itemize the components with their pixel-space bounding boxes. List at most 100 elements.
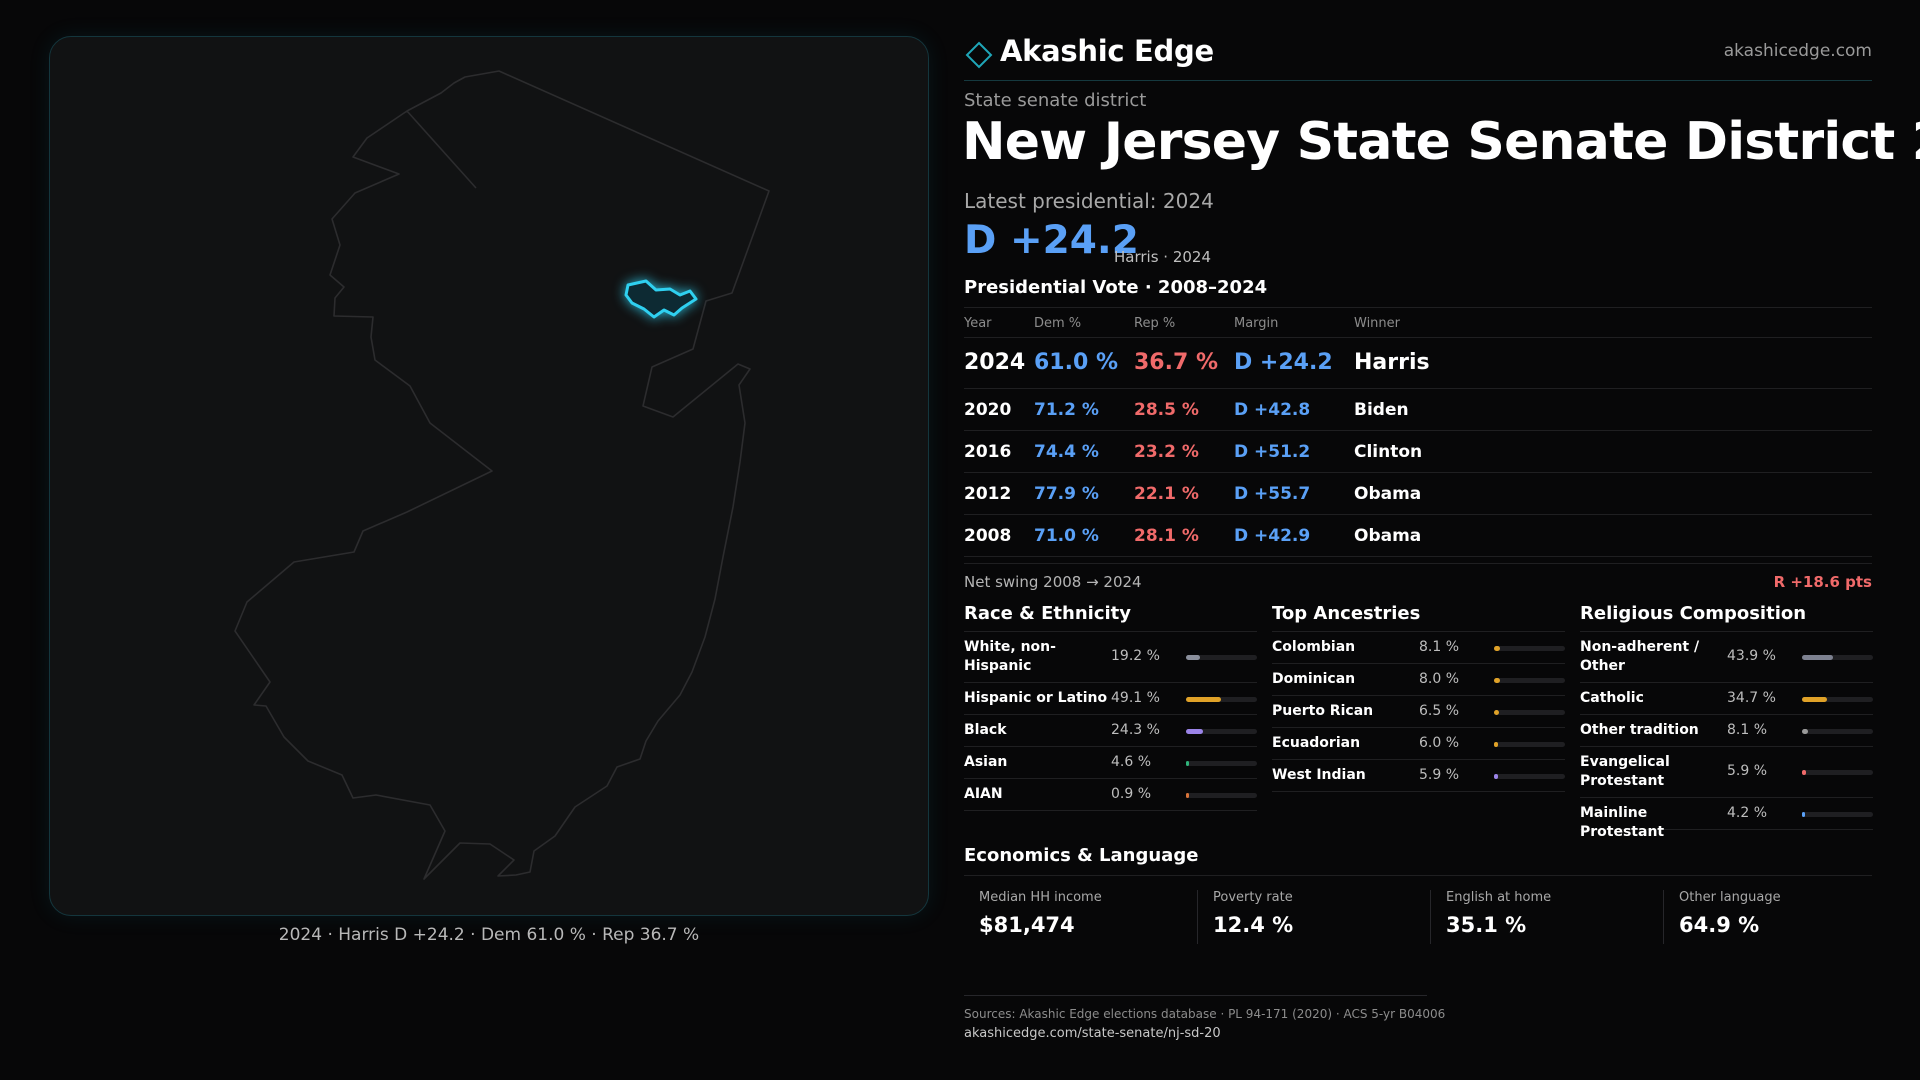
stat-label: English at home: [1446, 890, 1552, 905]
row-year: 2020: [964, 400, 1012, 420]
header-winner: Winner: [1354, 316, 1401, 331]
list-item: Asian 4.6 %: [964, 747, 1257, 779]
percent-bar-fill: [1186, 697, 1221, 702]
list-item: Evangelical Protestant 5.9 %: [1580, 747, 1873, 798]
item-percent: 5.9 %: [1419, 767, 1460, 783]
table-row: 2008 71.0 % 28.1 % D +42.9 Obama: [964, 515, 1872, 557]
row-rep: 23.2 %: [1134, 442, 1199, 462]
table-row: 2012 77.9 % 22.1 % D +55.7 Obama: [964, 473, 1872, 515]
item-label: West Indian: [1272, 767, 1366, 783]
row-margin: D +24.2: [1234, 350, 1333, 375]
percent-bar: [1802, 655, 1873, 660]
list-item: Black 24.3 %: [964, 715, 1257, 747]
list-item: Other tradition 8.1 %: [1580, 715, 1873, 747]
item-label: Mainline Protestant: [1580, 805, 1665, 840]
row-rep: 28.5 %: [1134, 400, 1199, 420]
percent-bar: [1494, 678, 1565, 683]
percent-bar-fill: [1802, 770, 1807, 775]
stat-label: Other language: [1679, 890, 1781, 905]
row-winner: Biden: [1354, 400, 1409, 420]
divider: [964, 563, 1872, 564]
item-percent: 0.9 %: [1111, 786, 1152, 802]
percent-bar: [1186, 793, 1257, 798]
state-outline: [234, 70, 770, 880]
divider: [964, 995, 1427, 996]
item-percent: 43.9 %: [1727, 648, 1776, 664]
table-row: 2020 71.2 % 28.5 % D +42.8 Biden: [964, 389, 1872, 431]
item-label: Puerto Rican: [1272, 703, 1374, 719]
map-caption: 2024 · Harris D +24.2 · Dem 61.0 % · Rep…: [278, 925, 700, 945]
table-header: Year Dem % Rep % Margin Winner: [964, 307, 1872, 338]
percent-bar: [1494, 742, 1565, 747]
item-percent: 8.0 %: [1419, 671, 1460, 687]
brand-name[interactable]: Akashic Edge: [1000, 34, 1214, 68]
map-panel[interactable]: [49, 36, 929, 916]
percent-bar-fill: [1186, 729, 1204, 734]
percent-bar-fill: [1186, 655, 1200, 660]
percent-bar: [1186, 729, 1257, 734]
percent-bar: [1186, 761, 1257, 766]
latest-margin: D +24.2: [964, 218, 1139, 263]
district-highlight[interactable]: [624, 279, 698, 319]
item-label: Hispanic or Latino: [964, 690, 1108, 706]
row-winner: Obama: [1354, 526, 1422, 546]
section-title: Top Ancestries: [1272, 603, 1565, 632]
page-url-link[interactable]: akashicedge.com/state-senate/nj-sd-20: [964, 1026, 1221, 1041]
latest-winner: Harris · 2024: [1114, 248, 1212, 266]
item-percent: 8.1 %: [1727, 722, 1768, 738]
stat-other-language: Other language 64.9 %: [1663, 890, 1781, 944]
item-percent: 6.0 %: [1419, 735, 1460, 751]
list-item: Hispanic or Latino 49.1 %: [964, 683, 1257, 715]
row-margin: D +42.9: [1234, 526, 1311, 546]
district-kind: State senate district: [964, 90, 1147, 111]
item-label: Catholic: [1580, 690, 1644, 706]
stat-poverty-rate: Poverty rate 12.4 %: [1197, 890, 1293, 944]
list-item: AIAN 0.9 %: [964, 779, 1257, 811]
top-ancestries-section: Top Ancestries Colombian 8.1 % Dominican…: [1272, 603, 1565, 792]
list-item: White, non-Hispanic 19.2 %: [964, 632, 1257, 683]
presidential-table: Year Dem % Rep % Margin Winner 2024 61.0…: [964, 307, 1872, 557]
item-label: Dominican: [1272, 671, 1356, 687]
net-swing-value: R +18.6 pts: [1773, 573, 1872, 591]
item-percent: 24.3 %: [1111, 722, 1160, 738]
percent-bar-fill: [1494, 774, 1499, 779]
header-margin: Margin: [1234, 316, 1279, 331]
row-dem: 61.0 %: [1034, 350, 1118, 375]
table-row: 2016 74.4 % 23.2 % D +51.2 Clinton: [964, 431, 1872, 473]
diamond-outline-icon: [965, 41, 993, 69]
state-map[interactable]: [50, 37, 929, 916]
header: Akashic Edge akashicedge.com: [964, 30, 1872, 81]
item-label: Non-adherent / Other: [1580, 639, 1700, 674]
item-label: Evangelical Protestant: [1580, 754, 1670, 789]
item-label: Other tradition: [1580, 722, 1699, 738]
percent-bar: [1802, 770, 1873, 775]
header-rep: Rep %: [1134, 316, 1176, 331]
site-url[interactable]: akashicedge.com: [1723, 41, 1872, 61]
item-percent: 34.7 %: [1727, 690, 1776, 706]
item-percent: 8.1 %: [1419, 639, 1460, 655]
list-item: Puerto Rican 6.5 %: [1272, 696, 1565, 728]
percent-bar-fill: [1494, 742, 1499, 747]
percent-bar: [1494, 710, 1565, 715]
percent-bar: [1802, 812, 1873, 817]
item-label: White, non-Hispanic: [964, 639, 1056, 674]
sources-note: Sources: Akashic Edge elections database…: [964, 1007, 1446, 1021]
row-year: 2024: [964, 350, 1026, 375]
list-item: Mainline Protestant 4.2 %: [1580, 798, 1873, 840]
item-percent: 6.5 %: [1419, 703, 1460, 719]
list-item: Dominican 8.0 %: [1272, 664, 1565, 696]
percent-bar: [1186, 655, 1257, 660]
percent-bar: [1186, 697, 1257, 702]
percent-bar: [1802, 729, 1873, 734]
percent-bar: [1802, 697, 1873, 702]
stat-value: $81,474: [979, 913, 1075, 937]
table-row: 2024 61.0 % 36.7 % D +24.2 Harris: [964, 338, 1872, 389]
item-label: Black: [964, 722, 1007, 738]
percent-bar: [1494, 774, 1565, 779]
item-percent: 5.9 %: [1727, 763, 1768, 779]
row-dem: 71.0 %: [1034, 526, 1099, 546]
net-swing-label: Net swing 2008 → 2024: [964, 573, 1142, 591]
row-rep: 28.1 %: [1134, 526, 1199, 546]
list-item: Colombian 8.1 %: [1272, 632, 1565, 664]
religious-composition-section: Religious Composition Non-adherent / Oth…: [1580, 603, 1873, 840]
